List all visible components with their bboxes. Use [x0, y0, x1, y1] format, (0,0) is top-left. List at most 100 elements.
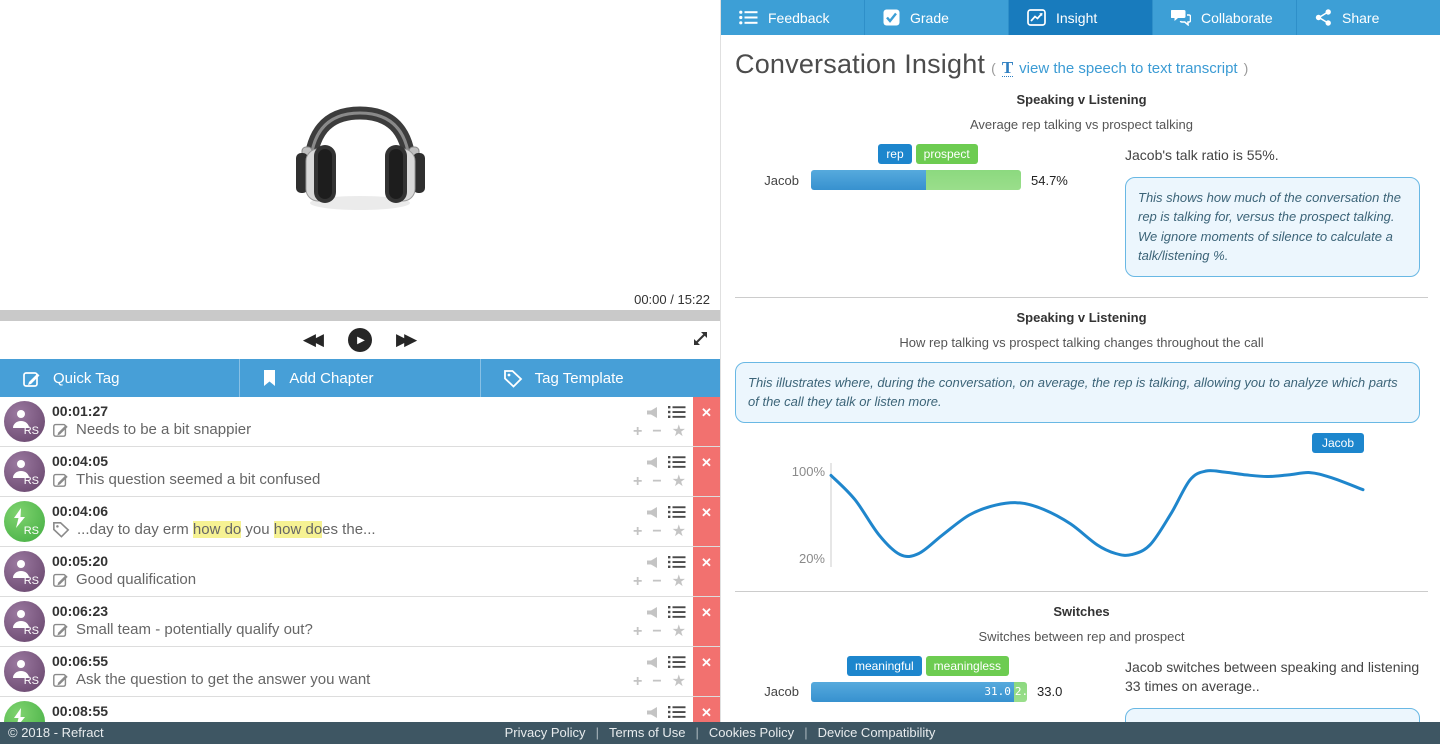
upvote-plus-icon[interactable]: + [632, 623, 643, 640]
details-list-icon[interactable] [668, 705, 686, 719]
play-button[interactable]: ▶ [348, 328, 372, 352]
downvote-minus-icon[interactable]: − [652, 473, 662, 490]
details-list-icon[interactable] [668, 655, 686, 669]
tag-list-item[interactable]: RS 00:04:06 ...day to day erm how do you… [0, 497, 720, 547]
details-list-icon[interactable] [668, 405, 686, 419]
delete-tag-button[interactable]: ✕ [693, 547, 720, 596]
delete-tag-button[interactable]: ✕ [693, 397, 720, 446]
section-subtitle: Switches between rep and prospect [978, 628, 1185, 644]
downvote-minus-icon[interactable]: − [652, 523, 662, 540]
audio-snippet-icon[interactable] [646, 656, 658, 669]
delete-tag-button[interactable]: ✕ [693, 647, 720, 696]
check-square-icon [883, 9, 900, 26]
talk-ratio-bar [811, 170, 1021, 190]
downvote-minus-icon[interactable]: − [652, 573, 662, 590]
delete-tag-button[interactable]: ✕ [693, 497, 720, 546]
expand-icon[interactable] [691, 329, 710, 348]
switches-meaningless-segment: 2. [1013, 681, 1027, 702]
transcript-text-icon[interactable]: T [1001, 58, 1014, 77]
details-list-icon[interactable] [668, 555, 686, 569]
tag-timestamp: 00:06:23 [52, 603, 109, 619]
legend-rep[interactable]: rep [878, 144, 912, 164]
tag-text: Good qualification [76, 571, 197, 588]
talk-ratio-rep-segment [811, 170, 926, 190]
audio-snippet-icon[interactable] [646, 406, 658, 419]
upvote-plus-icon[interactable]: + [632, 523, 643, 540]
seek-bar[interactable] [0, 310, 720, 321]
bar-value: 33.0 [1037, 684, 1063, 700]
downvote-minus-icon[interactable]: − [652, 623, 662, 640]
edit-note-icon [53, 673, 68, 687]
favorite-star-icon[interactable]: ★ [671, 523, 686, 540]
tab-grade[interactable]: Grade [865, 0, 1009, 35]
tag-list-item[interactable]: RS 00:05:20 Good qualification [0, 547, 720, 597]
tag-list-item[interactable]: RS 00:06:23 Small team - potentially qua… [0, 597, 720, 647]
tab-share[interactable]: Share [1297, 0, 1440, 35]
tab-label: Grade [910, 9, 949, 26]
talk-ratio-summary: Jacob's talk ratio is 55%. [1125, 147, 1279, 163]
tab-collaborate[interactable]: Collaborate [1153, 0, 1297, 35]
details-list-icon[interactable] [668, 455, 686, 469]
tab-feedback[interactable]: Feedback [721, 0, 865, 35]
tag-list-item[interactable]: RS 00:06:55 Ask the question to get the … [0, 647, 720, 697]
avatar: RS [4, 401, 45, 442]
avatar: RS [4, 501, 45, 542]
insight-content: Conversation Insight ( T view the speech… [721, 35, 1440, 744]
chat-bubbles-icon [1171, 10, 1191, 26]
tagging-toolbar: Quick Tag Add Chapter Tag Template [0, 359, 720, 397]
audio-snippet-icon[interactable] [646, 606, 658, 619]
audio-snippet-icon[interactable] [646, 556, 658, 569]
talk-timeline-line-chart: 100% 20% [792, 462, 1365, 567]
audio-snippet-icon[interactable] [646, 506, 658, 519]
switches-summary: Jacob switches between speaking and list… [1125, 658, 1420, 694]
favorite-star-icon[interactable]: ★ [671, 473, 686, 490]
person-icon [13, 410, 29, 428]
upvote-plus-icon[interactable]: + [632, 673, 643, 690]
legend-meaningless[interactable]: meaningless [925, 655, 1010, 676]
edit-note-icon [53, 423, 68, 437]
legend-jacob[interactable]: Jacob [1311, 432, 1364, 453]
legend-prospect[interactable]: prospect [915, 144, 978, 164]
segment-value-label: 2. [1014, 684, 1027, 698]
section-subtitle: How rep talking vs prospect talking chan… [899, 334, 1264, 350]
legend-meaningful[interactable]: meaningful [846, 655, 922, 676]
playback-controls: ◀◀ ▶ ▶▶ [0, 321, 720, 359]
footer-link[interactable]: Privacy Policy [504, 725, 586, 740]
avatar-initials: RS [23, 475, 39, 487]
delete-tag-button[interactable]: ✕ [693, 597, 720, 646]
tab-insight[interactable]: Insight [1009, 0, 1153, 35]
tag-row-controls: + − ★ [633, 552, 686, 592]
footer-link[interactable]: Terms of Use [608, 725, 686, 740]
view-transcript-link[interactable]: view the speech to text transcript [1019, 60, 1238, 77]
audio-snippet-icon[interactable] [646, 456, 658, 469]
footer-link[interactable]: Cookies Policy [708, 725, 795, 740]
section-divider [735, 590, 1428, 592]
details-list-icon[interactable] [668, 605, 686, 619]
upvote-plus-icon[interactable]: + [632, 473, 643, 490]
upvote-plus-icon[interactable]: + [632, 573, 643, 590]
footer-link[interactable]: Device Compatibility [817, 725, 936, 740]
favorite-star-icon[interactable]: ★ [671, 623, 686, 640]
fast-forward-button[interactable]: ▶▶ [396, 330, 417, 349]
details-list-icon[interactable] [668, 505, 686, 519]
tag-list-item[interactable]: RS 00:04:05 This question seemed a bit c… [0, 447, 720, 497]
audio-snippet-icon[interactable] [646, 706, 658, 719]
favorite-star-icon[interactable]: ★ [671, 423, 686, 440]
delete-tag-button[interactable]: ✕ [693, 447, 720, 496]
section-divider [735, 296, 1428, 298]
switches-chart: meaningful meaningless Jacob 31.0 2. [733, 655, 1125, 744]
upvote-plus-icon[interactable]: + [632, 423, 643, 440]
avatar-initials: RS [23, 575, 39, 587]
rewind-button[interactable]: ◀◀ [302, 330, 324, 349]
section-title: Speaking v Listening [1016, 309, 1147, 325]
favorite-star-icon[interactable]: ★ [671, 673, 686, 690]
downvote-minus-icon[interactable]: − [652, 423, 662, 440]
tag-list-item[interactable]: RS 00:01:27 Needs to be a bit snappier [0, 397, 720, 447]
quick-tag-button[interactable]: Quick Tag [0, 359, 241, 397]
speaking-v-listening-average-section: Speaking v Listening Average rep talking… [733, 92, 1430, 277]
tag-template-button[interactable]: Tag Template [481, 359, 720, 397]
downvote-minus-icon[interactable]: − [652, 673, 662, 690]
add-chapter-button[interactable]: Add Chapter [240, 359, 481, 397]
favorite-star-icon[interactable]: ★ [671, 573, 686, 590]
